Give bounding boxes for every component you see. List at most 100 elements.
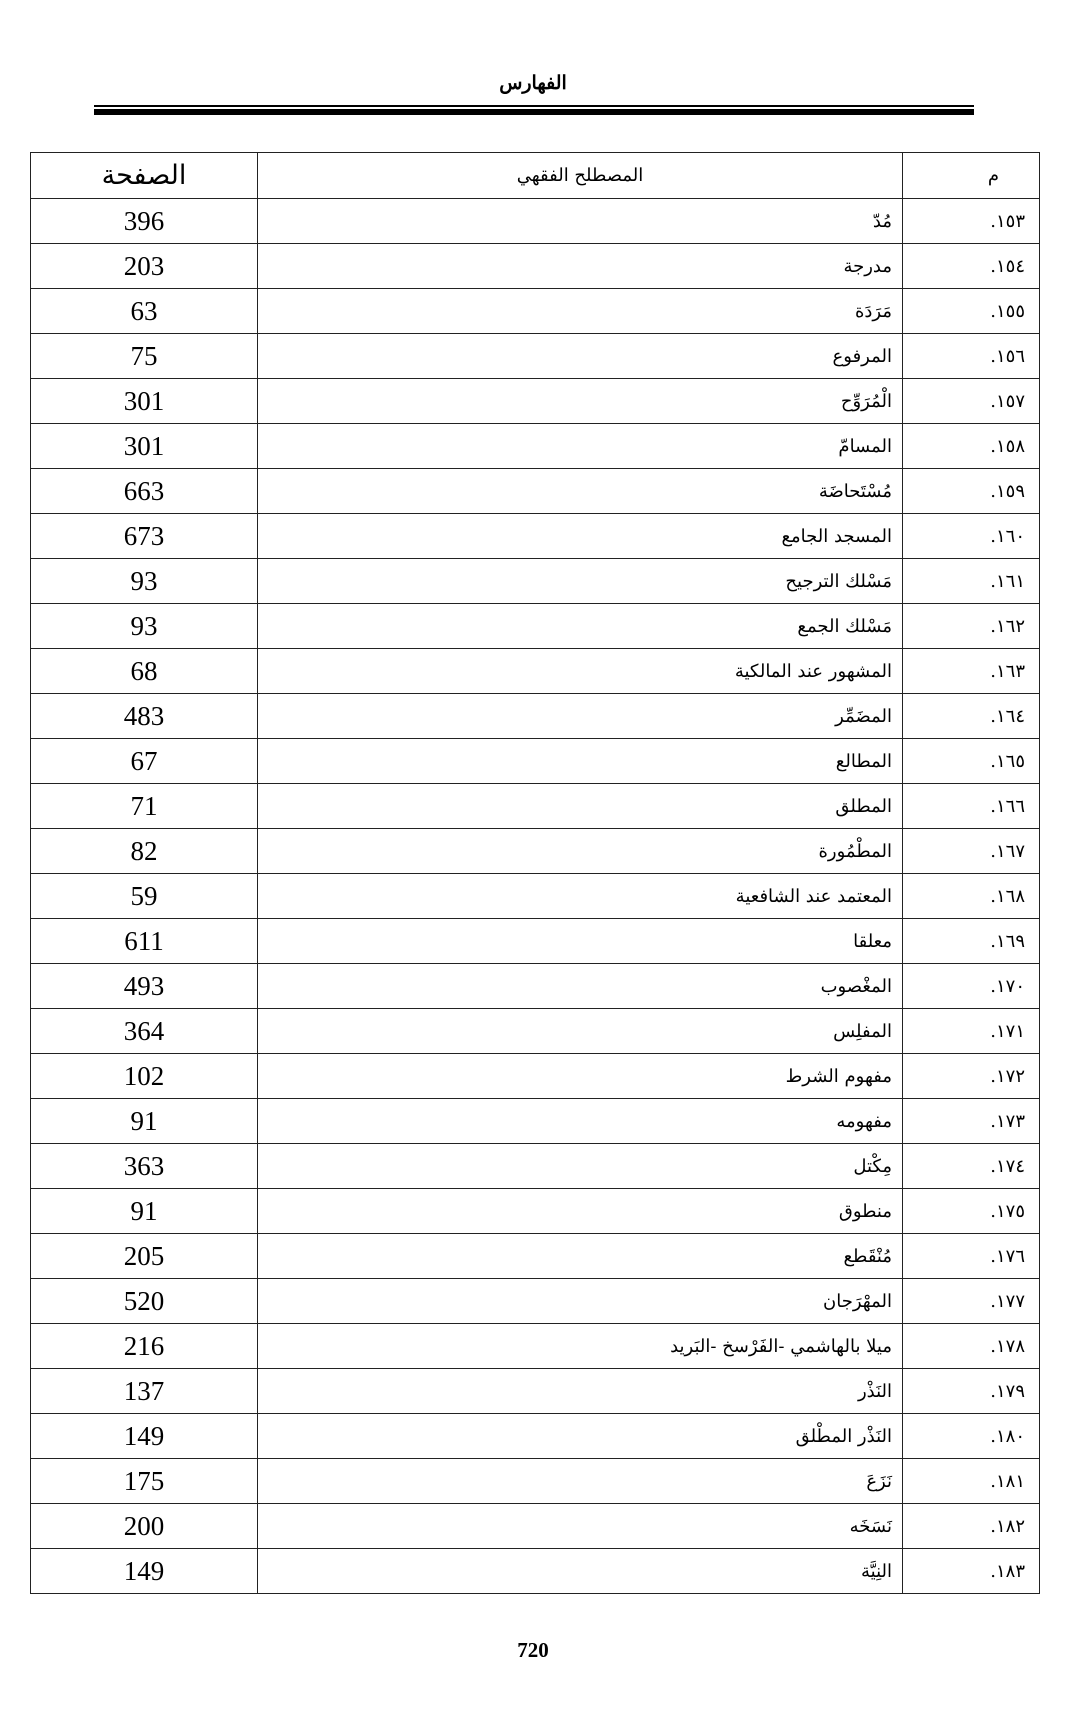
table-row: 63 مَرَدَة ١٥٥. [30,288,1040,334]
table-row: 205 مُنْقَطع ١٧٦. [30,1233,1040,1279]
terms-index-table: الصفحة المصطلح الفقهي م 396 مُدّ ١٥٣. 203 مد… [30,152,1040,1594]
table-row: 301 المسامّ ١٥٨. [30,423,1040,469]
term-cell: المرفوع [257,333,903,379]
term-cell: المطالع [257,738,903,784]
term-cell: النَذْر المطْلق [257,1413,903,1459]
term-cell: الْمُرَوِّح [257,378,903,424]
term-cell: مُسْتَحاضَة [257,468,903,514]
table-row: 137 النَذْر ١٧٩. [30,1368,1040,1414]
page-cell: 59 [30,873,258,919]
table-row: 216 ميلا بالهاشمي -الفَرْسخ -البَريد ١٧٨. [30,1323,1040,1369]
table-row: 91 مفهومه ١٧٣. [30,1098,1040,1144]
term-cell: مَسْلك الجمع [257,603,903,649]
page-cell: 137 [30,1368,258,1414]
number-cell: ١٥٨. [902,423,1040,469]
table-row: 149 النِيَّة ١٨٣. [30,1548,1040,1594]
term-cell: نَزَعَ [257,1458,903,1504]
number-cell: ١٧٧. [902,1278,1040,1324]
page-cell: 493 [30,963,258,1009]
page-cell: 301 [30,378,258,424]
page-cell: 673 [30,513,258,559]
page-cell: 483 [30,693,258,739]
page-cell: 149 [30,1413,258,1459]
page-cell: 175 [30,1458,258,1504]
term-cell: المشهور عند المالكية [257,648,903,694]
table-row: 520 المهْرَجان ١٧٧. [30,1278,1040,1324]
page-cell: 75 [30,333,258,379]
header-num: م [902,152,1040,199]
page-cell: 363 [30,1143,258,1189]
header-term: المصطلح الفقهي [257,152,903,199]
table-row: 82 المطْمُورة ١٦٧. [30,828,1040,874]
header-rule-thick [94,109,974,115]
page-cell: 82 [30,828,258,874]
term-cell: النِيَّة [257,1548,903,1594]
table-row: 493 المغْصوب ١٧٠. [30,963,1040,1009]
term-cell: المعتمد عند الشافعية [257,873,903,919]
term-cell: مُدّ [257,198,903,244]
page-cell: 205 [30,1233,258,1279]
number-cell: ١٨٢. [902,1503,1040,1549]
page-cell: 68 [30,648,258,694]
number-cell: ١٧١. [902,1008,1040,1054]
number-cell: ١٥٦. [902,333,1040,379]
number-cell: ١٦٩. [902,918,1040,964]
term-cell: المسامّ [257,423,903,469]
number-cell: ١٧٠. [902,963,1040,1009]
table-row: 149 النَذْر المطْلق ١٨٠. [30,1413,1040,1459]
table-row: 93 مَسْلك الجمع ١٦٢. [30,603,1040,649]
term-cell: نَسَخَه [257,1503,903,1549]
term-cell: مدرجة [257,243,903,289]
page-cell: 301 [30,423,258,469]
table-row: 102 مفهوم الشرط ١٧٢. [30,1053,1040,1099]
page-cell: 93 [30,558,258,604]
term-cell: المغْصوب [257,963,903,1009]
term-cell: المطْمُورة [257,828,903,874]
number-cell: ١٦٢. [902,603,1040,649]
page-cell: 149 [30,1548,258,1594]
term-cell: منطوق [257,1188,903,1234]
table-row: 364 المفلِس ١٧١. [30,1008,1040,1054]
table-row: 301 الْمُرَوِّح ١٥٧. [30,378,1040,424]
table-row: 175 نَزَعَ ١٨١. [30,1458,1040,1504]
term-cell: مَسْلك الترجيح [257,558,903,604]
number-cell: ١٧٦. [902,1233,1040,1279]
table-row: 67 المطالع ١٦٥. [30,738,1040,784]
number-cell: ١٥٧. [902,378,1040,424]
table-row: 483 المضَمِّر ١٦٤. [30,693,1040,739]
number-cell: ١٧٨. [902,1323,1040,1369]
page-cell: 102 [30,1053,258,1099]
number-cell: ١٥٣. [902,198,1040,244]
table-row: 673 المسجد الجامع ١٦٠. [30,513,1040,559]
table-header-row: الصفحة المصطلح الفقهي م [30,152,1040,199]
term-cell: المطلق [257,783,903,829]
term-cell: مَرَدَة [257,288,903,334]
number-cell: ١٧٢. [902,1053,1040,1099]
number-cell: ١٦٣. [902,648,1040,694]
table-row: 91 منطوق ١٧٥. [30,1188,1040,1234]
header-page: الصفحة [30,152,258,199]
number-cell: ١٨٠. [902,1413,1040,1459]
page-cell: 396 [30,198,258,244]
number-cell: ١٨١. [902,1458,1040,1504]
page-cell: 216 [30,1323,258,1369]
number-cell: ١٦٥. [902,738,1040,784]
page-cell: 203 [30,243,258,289]
term-cell: المفلِس [257,1008,903,1054]
number-cell: ١٧٩. [902,1368,1040,1414]
number-cell: ١٦٨. [902,873,1040,919]
page-cell: 67 [30,738,258,784]
page-number: 720 [517,1638,549,1662]
table-row: 68 المشهور عند المالكية ١٦٣. [30,648,1040,694]
table-row: 75 المرفوع ١٥٦. [30,333,1040,379]
number-cell: ١٧٤. [902,1143,1040,1189]
table-row: 71 المطلق ١٦٦. [30,783,1040,829]
page-cell: 91 [30,1098,258,1144]
term-cell: النَذْر [257,1368,903,1414]
term-cell: المهْرَجان [257,1278,903,1324]
page-cell: 663 [30,468,258,514]
table-row: 611 معلقا ١٦٩. [30,918,1040,964]
term-cell: المسجد الجامع [257,513,903,559]
term-cell: مُنْقَطع [257,1233,903,1279]
page-cell: 611 [30,918,258,964]
